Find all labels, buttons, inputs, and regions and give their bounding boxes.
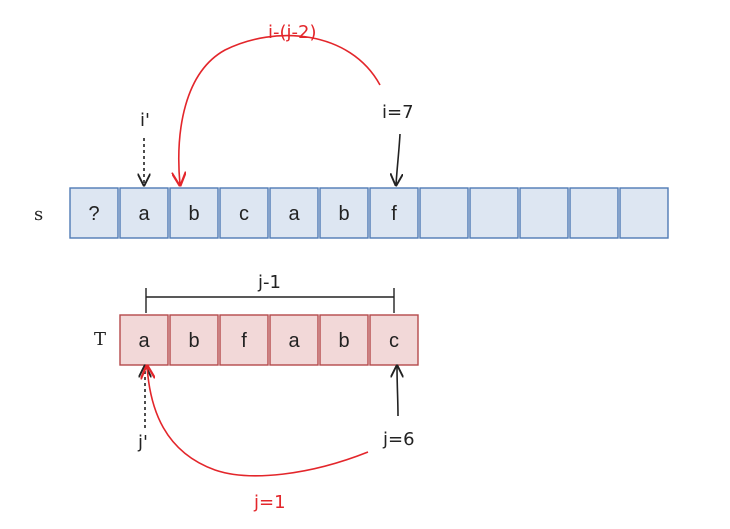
j-minus-1-label: j-1 [257, 272, 281, 293]
reset-curve-arrow [147, 366, 369, 477]
s-array-cell [469, 187, 519, 239]
s-array-cell-value: a [288, 203, 300, 225]
s-array-cell-value: b [338, 203, 349, 225]
t-row-label: T [94, 329, 106, 350]
s-array-cell-value: a [138, 203, 150, 225]
shift-curve-arrow [179, 34, 381, 185]
shift-expr-label: i-(j-2) [268, 22, 317, 43]
s-array-cell [69, 187, 119, 239]
t-array-cell [169, 314, 219, 366]
s-row-label: s [34, 204, 43, 225]
s-array-cell [319, 187, 369, 239]
s-array-cell-value: b [188, 203, 199, 225]
t-array-cell-value: a [288, 330, 300, 352]
s-array-cell [119, 187, 169, 239]
j-prime-label: j' [137, 432, 148, 453]
j-eq-1-label: j=1 [253, 492, 286, 513]
j-eq-arrow [397, 366, 398, 417]
i-eq-label: i=7 [382, 102, 414, 123]
i-prime-label: i' [140, 110, 150, 131]
s-array-cell [519, 187, 569, 239]
t-array-cell [119, 314, 169, 366]
i-eq-arrow [396, 133, 400, 185]
s-array-cell-value: ? [88, 203, 99, 225]
s-array-cell [369, 187, 419, 239]
t-array-cell [219, 314, 269, 366]
t-array-cell-value: b [188, 330, 199, 352]
s-array-cell-value: f [391, 203, 397, 225]
s-array-cell-value: c [239, 203, 249, 225]
s-array: ? a b c a b f [69, 187, 669, 239]
t-array-cell [269, 314, 319, 366]
s-array-cell [169, 187, 219, 239]
s-array-cell [269, 187, 319, 239]
t-array-cell-value: b [338, 330, 349, 352]
t-array-cell-value: c [389, 330, 399, 352]
s-array-cell [569, 187, 619, 239]
j-eq-label: j=6 [382, 429, 415, 450]
t-array-cell [319, 314, 369, 366]
t-array-cell-value: a [138, 330, 150, 352]
t-array-cell-value: f [241, 330, 247, 352]
s-array-cell [419, 187, 469, 239]
s-array-cell [619, 187, 669, 239]
s-array-cell [219, 187, 269, 239]
